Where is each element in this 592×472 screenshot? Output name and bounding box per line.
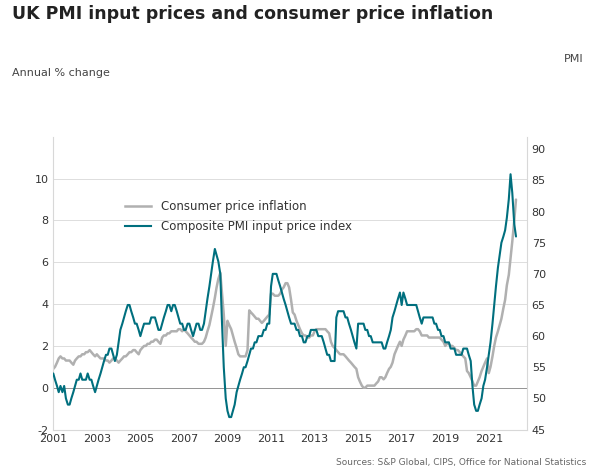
Consumer price inflation — [427, 335, 434, 340]
Composite PMI input price index — [253, 339, 260, 345]
Composite PMI input price index — [280, 296, 287, 302]
Composite PMI input price index — [228, 414, 235, 420]
Consumer price inflation — [226, 322, 233, 328]
Composite PMI input price index — [226, 414, 233, 420]
Composite PMI input price index — [195, 321, 202, 327]
Text: UK PMI input prices and consumer price inflation: UK PMI input prices and consumer price i… — [12, 5, 493, 23]
Line: Composite PMI input price index: Composite PMI input price index — [53, 174, 516, 417]
Text: Annual % change: Annual % change — [12, 68, 110, 78]
Consumer price inflation — [278, 287, 285, 292]
Composite PMI input price index — [220, 364, 227, 370]
Text: PMI: PMI — [564, 54, 583, 64]
Composite PMI input price index — [50, 371, 57, 376]
Composite PMI input price index — [513, 234, 520, 239]
Consumer price inflation — [50, 366, 57, 372]
Composite PMI input price index — [507, 171, 514, 177]
Consumer price inflation — [251, 314, 258, 320]
Composite PMI input price index — [427, 315, 434, 320]
Line: Consumer price inflation: Consumer price inflation — [53, 200, 516, 388]
Text: Sources: S&P Global, CIPS, Office for National Statistics: Sources: S&P Global, CIPS, Office for Na… — [336, 458, 586, 467]
Consumer price inflation — [360, 385, 367, 390]
Consumer price inflation — [195, 341, 202, 346]
Consumer price inflation — [220, 312, 227, 317]
Consumer price inflation — [513, 197, 520, 202]
Legend: Consumer price inflation, Composite PMI input price index: Consumer price inflation, Composite PMI … — [121, 195, 356, 238]
